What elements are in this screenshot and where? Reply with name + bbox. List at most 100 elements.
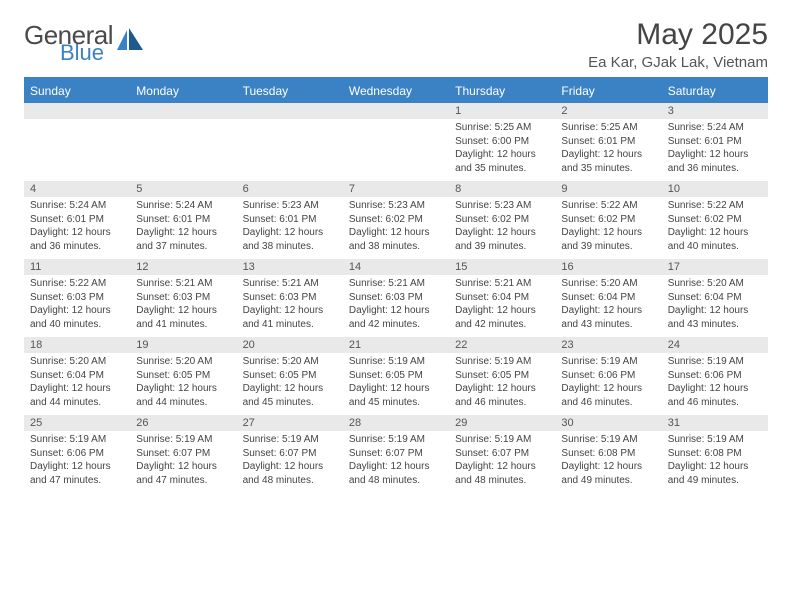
day-number: 27 — [237, 415, 343, 431]
day-cell: Sunrise: 5:19 AMSunset: 6:07 PMDaylight:… — [130, 431, 236, 493]
daynum-row: 11121314151617 — [24, 259, 768, 275]
day-cell: Sunrise: 5:20 AMSunset: 6:05 PMDaylight:… — [130, 353, 236, 415]
sunrise-text: Sunrise: 5:20 AM — [561, 277, 655, 291]
daynum-row: 45678910 — [24, 181, 768, 197]
daylight-text: Daylight: 12 hours and 47 minutes. — [30, 460, 124, 487]
sunrise-text: Sunrise: 5:19 AM — [349, 355, 443, 369]
dow-sunday: Sunday — [24, 79, 130, 103]
day-number: 21 — [343, 337, 449, 353]
day-number: 29 — [449, 415, 555, 431]
day-cell: Sunrise: 5:21 AMSunset: 6:03 PMDaylight:… — [130, 275, 236, 337]
sunrise-text: Sunrise: 5:25 AM — [455, 121, 549, 135]
sunset-text: Sunset: 6:06 PM — [561, 369, 655, 383]
sunset-text: Sunset: 6:01 PM — [136, 213, 230, 227]
day-number: 25 — [24, 415, 130, 431]
sunset-text: Sunset: 6:01 PM — [561, 135, 655, 149]
daylight-text: Daylight: 12 hours and 40 minutes. — [668, 226, 762, 253]
weeks-container: 123Sunrise: 5:25 AMSunset: 6:00 PMDaylig… — [24, 103, 768, 493]
sunset-text: Sunset: 6:03 PM — [243, 291, 337, 305]
sunrise-text: Sunrise: 5:23 AM — [243, 199, 337, 213]
daylight-text: Daylight: 12 hours and 46 minutes. — [561, 382, 655, 409]
daylight-text: Daylight: 12 hours and 46 minutes. — [668, 382, 762, 409]
day-number: 28 — [343, 415, 449, 431]
day-cell: Sunrise: 5:20 AMSunset: 6:05 PMDaylight:… — [237, 353, 343, 415]
day-cell: Sunrise: 5:23 AMSunset: 6:01 PMDaylight:… — [237, 197, 343, 259]
daynum-row: 25262728293031 — [24, 415, 768, 431]
sunset-text: Sunset: 6:04 PM — [30, 369, 124, 383]
day-cell: Sunrise: 5:19 AMSunset: 6:05 PMDaylight:… — [343, 353, 449, 415]
sunrise-text: Sunrise: 5:21 AM — [243, 277, 337, 291]
daylight-text: Daylight: 12 hours and 42 minutes. — [349, 304, 443, 331]
day-number: 3 — [662, 103, 768, 119]
sunset-text: Sunset: 6:05 PM — [455, 369, 549, 383]
sunrise-text: Sunrise: 5:19 AM — [668, 433, 762, 447]
dow-monday: Monday — [130, 79, 236, 103]
daylight-text: Daylight: 12 hours and 35 minutes. — [561, 148, 655, 175]
day-cell: Sunrise: 5:24 AMSunset: 6:01 PMDaylight:… — [24, 197, 130, 259]
day-number: 6 — [237, 181, 343, 197]
daylight-text: Daylight: 12 hours and 42 minutes. — [455, 304, 549, 331]
header: General Blue May 2025 Ea Kar, GJak Lak, … — [24, 18, 768, 71]
sunrise-text: Sunrise: 5:24 AM — [30, 199, 124, 213]
daybody-row: Sunrise: 5:25 AMSunset: 6:00 PMDaylight:… — [24, 119, 768, 181]
day-cell: Sunrise: 5:23 AMSunset: 6:02 PMDaylight:… — [449, 197, 555, 259]
day-cell: Sunrise: 5:20 AMSunset: 6:04 PMDaylight:… — [662, 275, 768, 337]
daylight-text: Daylight: 12 hours and 37 minutes. — [136, 226, 230, 253]
sunrise-text: Sunrise: 5:19 AM — [136, 433, 230, 447]
sunset-text: Sunset: 6:07 PM — [455, 447, 549, 461]
daylight-text: Daylight: 12 hours and 46 minutes. — [455, 382, 549, 409]
sunrise-text: Sunrise: 5:23 AM — [455, 199, 549, 213]
day-cell: Sunrise: 5:19 AMSunset: 6:07 PMDaylight:… — [449, 431, 555, 493]
day-cell: Sunrise: 5:19 AMSunset: 6:06 PMDaylight:… — [555, 353, 661, 415]
sunrise-text: Sunrise: 5:20 AM — [136, 355, 230, 369]
daylight-text: Daylight: 12 hours and 48 minutes. — [455, 460, 549, 487]
day-number: 30 — [555, 415, 661, 431]
day-cell: Sunrise: 5:20 AMSunset: 6:04 PMDaylight:… — [24, 353, 130, 415]
daybody-row: Sunrise: 5:24 AMSunset: 6:01 PMDaylight:… — [24, 197, 768, 259]
sunrise-text: Sunrise: 5:23 AM — [349, 199, 443, 213]
daylight-text: Daylight: 12 hours and 35 minutes. — [455, 148, 549, 175]
sunset-text: Sunset: 6:01 PM — [243, 213, 337, 227]
sunset-text: Sunset: 6:07 PM — [349, 447, 443, 461]
sunset-text: Sunset: 6:03 PM — [30, 291, 124, 305]
day-number: 13 — [237, 259, 343, 275]
day-cell: Sunrise: 5:25 AMSunset: 6:01 PMDaylight:… — [555, 119, 661, 181]
daylight-text: Daylight: 12 hours and 49 minutes. — [561, 460, 655, 487]
daylight-text: Daylight: 12 hours and 47 minutes. — [136, 460, 230, 487]
day-number: 31 — [662, 415, 768, 431]
daynum-row: 18192021222324 — [24, 337, 768, 353]
day-number: 16 — [555, 259, 661, 275]
daylight-text: Daylight: 12 hours and 49 minutes. — [668, 460, 762, 487]
day-number: 19 — [130, 337, 236, 353]
sunset-text: Sunset: 6:04 PM — [455, 291, 549, 305]
sunset-text: Sunset: 6:07 PM — [136, 447, 230, 461]
day-number: 15 — [449, 259, 555, 275]
sunset-text: Sunset: 6:02 PM — [455, 213, 549, 227]
sunset-text: Sunset: 6:05 PM — [349, 369, 443, 383]
day-number: 14 — [343, 259, 449, 275]
day-number: 22 — [449, 337, 555, 353]
day-number: 8 — [449, 181, 555, 197]
daylight-text: Daylight: 12 hours and 43 minutes. — [561, 304, 655, 331]
sunrise-text: Sunrise: 5:19 AM — [668, 355, 762, 369]
daylight-text: Daylight: 12 hours and 38 minutes. — [349, 226, 443, 253]
sunset-text: Sunset: 6:01 PM — [30, 213, 124, 227]
brand-logo: General Blue — [24, 18, 143, 63]
daybody-row: Sunrise: 5:20 AMSunset: 6:04 PMDaylight:… — [24, 353, 768, 415]
sunset-text: Sunset: 6:08 PM — [561, 447, 655, 461]
sunset-text: Sunset: 6:02 PM — [349, 213, 443, 227]
daylight-text: Daylight: 12 hours and 48 minutes. — [243, 460, 337, 487]
daylight-text: Daylight: 12 hours and 44 minutes. — [30, 382, 124, 409]
day-number: 11 — [24, 259, 130, 275]
daylight-text: Daylight: 12 hours and 39 minutes. — [561, 226, 655, 253]
day-cell: Sunrise: 5:19 AMSunset: 6:07 PMDaylight:… — [237, 431, 343, 493]
dow-thursday: Thursday — [449, 79, 555, 103]
sunset-text: Sunset: 6:05 PM — [243, 369, 337, 383]
daylight-text: Daylight: 12 hours and 45 minutes. — [349, 382, 443, 409]
sunrise-text: Sunrise: 5:20 AM — [668, 277, 762, 291]
sunset-text: Sunset: 6:01 PM — [668, 135, 762, 149]
sunrise-text: Sunrise: 5:20 AM — [243, 355, 337, 369]
day-number: 23 — [555, 337, 661, 353]
day-cell: Sunrise: 5:19 AMSunset: 6:08 PMDaylight:… — [555, 431, 661, 493]
day-cell: Sunrise: 5:21 AMSunset: 6:03 PMDaylight:… — [343, 275, 449, 337]
